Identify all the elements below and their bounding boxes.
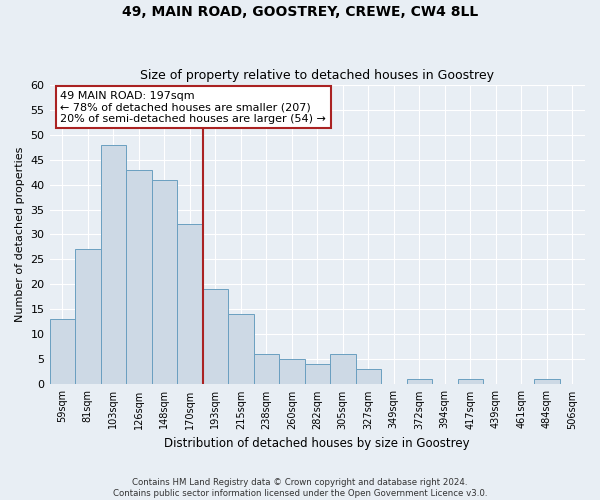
Bar	[126, 170, 152, 384]
Bar	[356, 370, 381, 384]
Bar	[330, 354, 356, 384]
Bar	[101, 144, 126, 384]
X-axis label: Distribution of detached houses by size in Goostrey: Distribution of detached houses by size …	[164, 437, 470, 450]
Bar	[75, 250, 101, 384]
Bar	[228, 314, 254, 384]
Bar	[534, 380, 560, 384]
Bar	[305, 364, 330, 384]
Bar	[50, 320, 75, 384]
Bar	[254, 354, 279, 384]
Title: Size of property relative to detached houses in Goostrey: Size of property relative to detached ho…	[140, 69, 494, 82]
Text: 49, MAIN ROAD, GOOSTREY, CREWE, CW4 8LL: 49, MAIN ROAD, GOOSTREY, CREWE, CW4 8LL	[122, 5, 478, 19]
Y-axis label: Number of detached properties: Number of detached properties	[15, 147, 25, 322]
Bar	[458, 380, 483, 384]
Bar	[177, 224, 203, 384]
Text: Contains HM Land Registry data © Crown copyright and database right 2024.
Contai: Contains HM Land Registry data © Crown c…	[113, 478, 487, 498]
Bar	[407, 380, 432, 384]
Bar	[279, 360, 305, 384]
Bar	[203, 290, 228, 384]
Text: 49 MAIN ROAD: 197sqm
← 78% of detached houses are smaller (207)
20% of semi-deta: 49 MAIN ROAD: 197sqm ← 78% of detached h…	[60, 90, 326, 124]
Bar	[152, 180, 177, 384]
